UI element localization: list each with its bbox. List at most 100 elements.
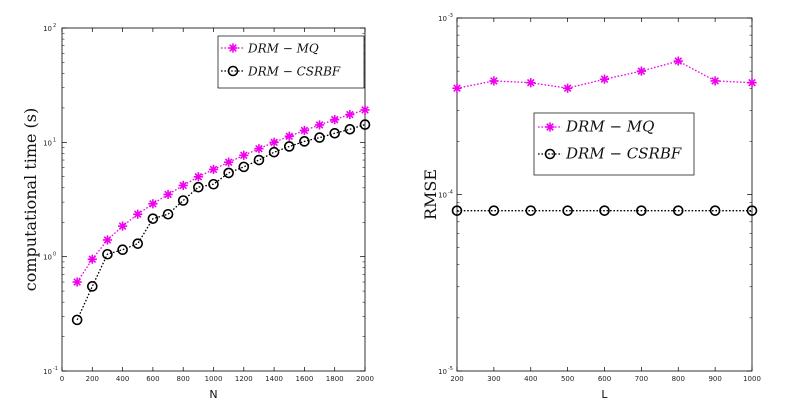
x-tick-label: 500 [561, 375, 574, 383]
x-tick-label: 2000 [356, 375, 374, 383]
y-tick-label: 10 [43, 139, 52, 147]
y-tick-label: 10 [438, 192, 447, 200]
data-point [132, 238, 144, 249]
data-point [254, 144, 264, 154]
x-tick-label: 800 [177, 375, 190, 383]
data-point [223, 167, 234, 179]
data-point [330, 115, 340, 125]
x-tick-label: 0 [60, 375, 64, 383]
data-point [224, 157, 234, 167]
data-point [238, 161, 250, 173]
x-tick-label: 400 [116, 375, 129, 383]
data-point [208, 164, 219, 174]
data-point [452, 83, 462, 93]
data-point [102, 235, 113, 245]
data-point [163, 189, 173, 200]
data-point [208, 178, 219, 190]
data-point [710, 76, 720, 86]
data-point [360, 105, 370, 115]
data-point [102, 248, 113, 260]
legend-label: DRM − CSRBF [565, 145, 682, 163]
x-tick-label: 700 [635, 375, 648, 383]
x-tick-label: 1000 [205, 375, 223, 383]
y-tick-exponent: -3 [448, 13, 453, 19]
y-tick-label: 10 [438, 368, 447, 376]
data-point [344, 124, 356, 135]
x-tick-label: 1800 [326, 375, 344, 383]
data-point [269, 137, 279, 147]
data-point [747, 78, 757, 88]
y-tick-label: 10 [43, 254, 52, 262]
y-tick-label: 10 [43, 25, 52, 33]
y-tick-exponent: 1 [53, 137, 56, 143]
legend-marker [544, 148, 556, 160]
data-point [299, 136, 310, 147]
legend-label: DRM − MQ [247, 42, 319, 56]
x-tick-label: 300 [487, 375, 500, 383]
data-point [709, 205, 721, 216]
data-point [193, 172, 203, 182]
x-tick-label: 200 [86, 375, 99, 383]
legend-box [217, 35, 365, 89]
data-point [345, 109, 355, 120]
x-tick-label: 1400 [265, 375, 283, 383]
data-point [672, 205, 684, 216]
data-point [71, 314, 83, 326]
data-point [87, 254, 97, 264]
data-point [118, 221, 128, 231]
y-tick-exponent: -4 [448, 190, 453, 196]
y-axis-label: RMSE [421, 169, 440, 220]
data-point [162, 208, 174, 220]
series-line [76, 123, 366, 321]
data-point [673, 56, 683, 66]
data-point [314, 132, 325, 143]
series-line [76, 109, 366, 283]
data-point [359, 119, 371, 130]
legend-marker [227, 65, 239, 77]
series-mq [452, 56, 757, 93]
series-mq [72, 105, 370, 287]
x-tick-label: 600 [146, 375, 159, 383]
data-point [329, 127, 341, 139]
data-point [72, 277, 82, 287]
data-point [526, 78, 536, 88]
data-point [177, 195, 189, 206]
x-tick-label: 1200 [235, 375, 253, 383]
chart-panel-2: 200 300 400 500 600 700 800 900 100010-510-410-3… [421, 13, 761, 401]
data-point [563, 83, 573, 93]
data-point [117, 244, 128, 256]
data-point [451, 205, 463, 216]
data-point [253, 154, 265, 166]
y-tick-exponent: -1 [53, 366, 58, 372]
data-point [636, 205, 647, 216]
y-tick-label: 10 [438, 15, 447, 23]
series-csrbf [71, 119, 371, 326]
x-tick-label: 600 [598, 375, 611, 383]
data-point [299, 125, 309, 136]
x-axis-label: L [601, 388, 608, 401]
data-point [284, 131, 294, 141]
x-tick-label: 900 [708, 375, 721, 383]
x-tick-label: 1000 [743, 375, 761, 383]
legend: DRM − MQ DRM − CSRBF [533, 112, 695, 176]
data-point [488, 205, 500, 216]
y-axis-label: computational time (s) [21, 108, 40, 291]
data-point [87, 281, 98, 292]
data-point [147, 213, 159, 224]
data-point [599, 74, 610, 84]
y-tick-exponent: -5 [448, 366, 453, 372]
x-axis-label: N [209, 388, 217, 401]
data-point [314, 120, 325, 130]
data-point [178, 180, 188, 191]
data-point [599, 205, 610, 216]
x-tick-label: 200 [450, 375, 463, 383]
data-point [268, 146, 280, 158]
data-point [239, 150, 249, 160]
x-tick-label: 400 [524, 375, 537, 383]
legend-box [533, 112, 695, 176]
plot-frame [456, 17, 753, 372]
data-point [636, 66, 646, 76]
legend-label: DRM − MQ [565, 118, 654, 136]
data-point [133, 209, 143, 219]
